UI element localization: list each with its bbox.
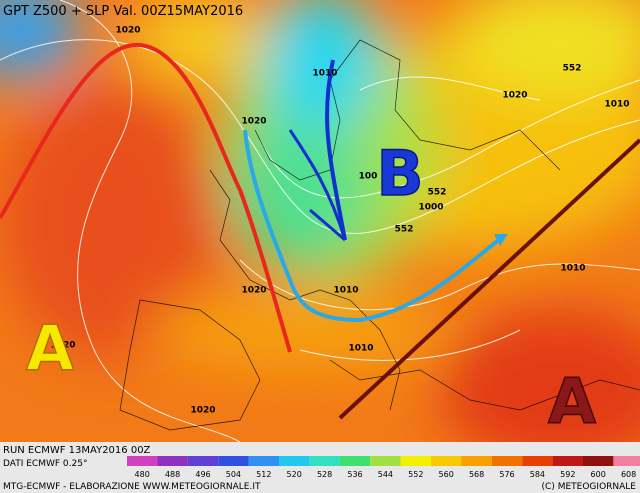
colorbar-cell [218, 456, 249, 466]
colorbar-tick: 600 [591, 470, 606, 479]
credit: MTG-ECMWF - ELABORAZIONE WWW.METEOGIORNA… [3, 482, 261, 492]
colorbar-tick: 552 [408, 470, 423, 479]
colorbar-tick: 560 [439, 470, 454, 479]
isobar-label: 1010 [333, 286, 358, 296]
isobar-label: 552 [428, 188, 447, 198]
colorbar-tick: 520 [287, 470, 302, 479]
colorbar-cell [248, 456, 279, 466]
colorbar-tick: 592 [560, 470, 575, 479]
isobar-label: 1010 [312, 69, 337, 79]
isobar-label: 1010 [348, 344, 373, 354]
colorbar-cell [187, 456, 219, 466]
colorbar-cell [157, 456, 188, 466]
colorbar-tick: 528 [317, 470, 332, 479]
isobar-label: 1010 [560, 264, 585, 274]
isobar-label: 1020 [241, 117, 266, 127]
isobar-label: 1020 [241, 286, 266, 296]
isobar-label: 1020 [115, 26, 140, 36]
colorbar-cell [400, 456, 431, 466]
colorbar-cell [613, 456, 640, 466]
colorbar-tick: 568 [469, 470, 484, 479]
colorbar-cell [431, 456, 462, 466]
colorbar-cell [370, 456, 401, 466]
isobar-label: 1000 [418, 203, 443, 213]
pressure-system: A [26, 312, 74, 385]
colorbar-tick: 536 [347, 470, 362, 479]
colorbar-cell [279, 456, 310, 466]
colorbar-cell [522, 456, 553, 466]
isobar-label: 552 [395, 225, 414, 235]
run-info: RUN ECMWF 13MAY2016 00Z [3, 445, 151, 456]
pressure-system: B [376, 137, 423, 210]
colorbar-tick: 496 [195, 470, 210, 479]
colorbar-cell [461, 456, 492, 466]
map-field [0, 0, 640, 442]
colorbar-cell [491, 456, 523, 466]
colorbar-cell [583, 456, 614, 466]
colorbar-tick: 608 [621, 470, 636, 479]
colorbar-cell [127, 456, 158, 466]
colorbar-tick: 488 [165, 470, 180, 479]
colorbar-tick: 480 [135, 470, 150, 479]
data-info: DATI ECMWF 0.25° [3, 459, 87, 469]
colorbar-tick: 504 [226, 470, 241, 479]
isobar-label: 1020 [502, 91, 527, 101]
colorbar-tick: 544 [378, 470, 393, 479]
isobar-label: 552 [563, 64, 582, 74]
footer-panel [0, 442, 640, 493]
isobar-label: 1020 [50, 341, 75, 351]
colorbar-tick: 512 [256, 470, 271, 479]
colorbar-cell [339, 456, 371, 466]
isobar-label: 100 [359, 172, 378, 182]
colorbar-cell [309, 456, 340, 466]
colorbar-tick: 576 [499, 470, 514, 479]
map-title: GPT Z500 + SLP Val. 00Z15MAY2016 [3, 4, 243, 19]
isobar-label: 1020 [190, 406, 215, 416]
colorbar-cell [552, 456, 583, 466]
pressure-system: A [548, 365, 596, 438]
isobar-label: 1010 [604, 100, 629, 110]
colorbar-tick: 584 [530, 470, 545, 479]
copyright: (C) METEOGIORNALE [542, 482, 637, 492]
